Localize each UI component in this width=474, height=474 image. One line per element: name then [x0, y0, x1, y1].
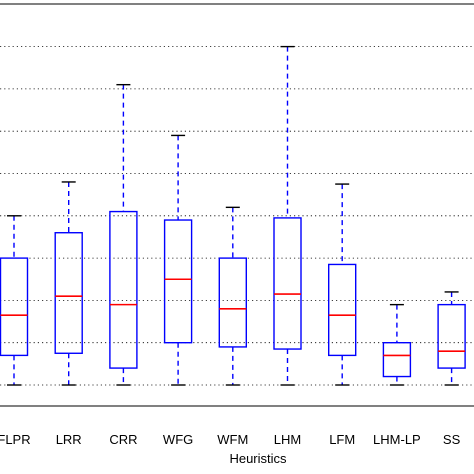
- x-axis-label: Heuristics: [229, 451, 287, 466]
- iqr-box: [273, 217, 302, 350]
- box-wfg: [163, 134, 193, 386]
- iqr-box: [328, 263, 357, 357]
- box-lfm: [328, 183, 357, 386]
- x-tick-label: WFM: [217, 432, 248, 447]
- iqr-box: [0, 257, 29, 357]
- box-lhm: [273, 45, 302, 386]
- boxplot-series: [0, 45, 466, 386]
- iqr-box: [382, 342, 412, 378]
- axes: [0, 3, 474, 407]
- iqr-box: [218, 257, 248, 348]
- x-tick-label: SS: [443, 432, 461, 447]
- x-tick-label: LHM: [274, 432, 301, 447]
- x-tick-label: CRR: [109, 432, 137, 447]
- x-tick-label: LRR: [56, 432, 82, 447]
- iqr-box: [54, 232, 83, 354]
- x-tick-label: FLPR: [0, 432, 31, 447]
- box-ss: [437, 291, 466, 386]
- iqr-box: [109, 210, 138, 369]
- iqr-box: [163, 219, 193, 344]
- box-lhm-lp: [382, 303, 412, 386]
- x-tick-label: WFG: [163, 432, 193, 447]
- grid-lines: [0, 46, 474, 386]
- box-wfm: [218, 206, 248, 386]
- box-crr: [109, 83, 138, 386]
- box-lrr: [54, 181, 83, 386]
- x-tick-label: LHM-LP: [373, 432, 421, 447]
- x-tick-labels: FLPR LRR CRR WFG WFM LHM LFM LHM-LP SS: [0, 432, 461, 447]
- box-flpr: [0, 215, 29, 386]
- x-tick-label: LFM: [329, 432, 355, 447]
- iqr-box: [437, 303, 466, 369]
